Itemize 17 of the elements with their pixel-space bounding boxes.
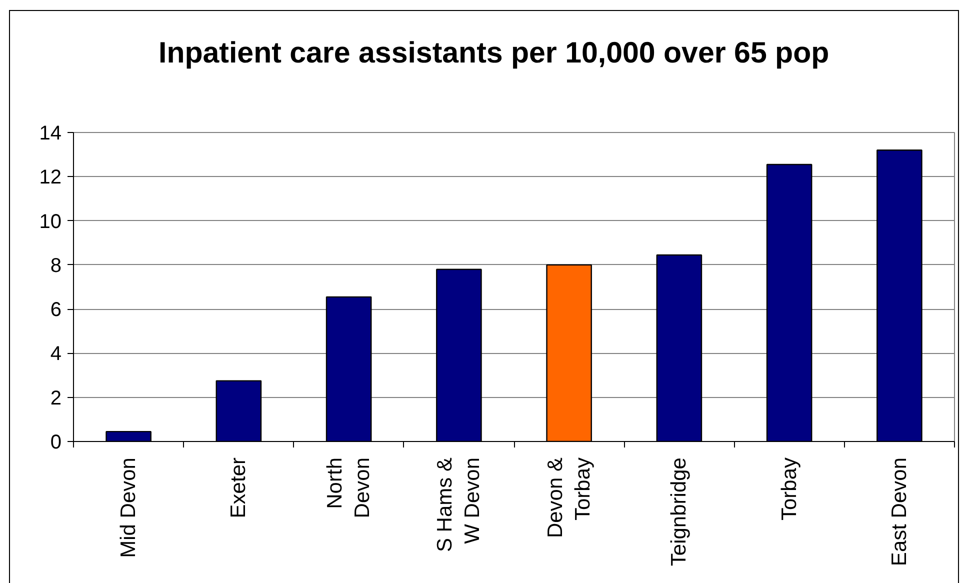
y-tick-label: 0 — [50, 432, 62, 454]
y-tick-label: 14 — [39, 122, 62, 144]
y-tick-label: 2 — [50, 387, 62, 410]
y-tick-label: 8 — [50, 254, 62, 277]
x-tick-label: S Hams & W Devon — [434, 457, 484, 552]
x-tick-label: Torbay — [778, 457, 801, 521]
x-tick-label: Mid Devon — [117, 457, 140, 558]
x-tick-label: North Devon — [324, 457, 374, 518]
x-tick-label: Devon & Torbay — [544, 457, 594, 538]
y-tick-label: 12 — [39, 166, 62, 189]
x-tick-label: Teignbridge — [668, 457, 691, 566]
y-tick-label: 10 — [39, 210, 62, 233]
y-tick-label: 4 — [50, 343, 62, 366]
x-tick-label: East Devon — [888, 457, 911, 566]
x-tick-label: Exeter — [227, 457, 250, 518]
chart-title: Inpatient care assistants per 10,000 over 65 pop — [158, 36, 830, 70]
y-tick-label: 6 — [50, 299, 62, 322]
